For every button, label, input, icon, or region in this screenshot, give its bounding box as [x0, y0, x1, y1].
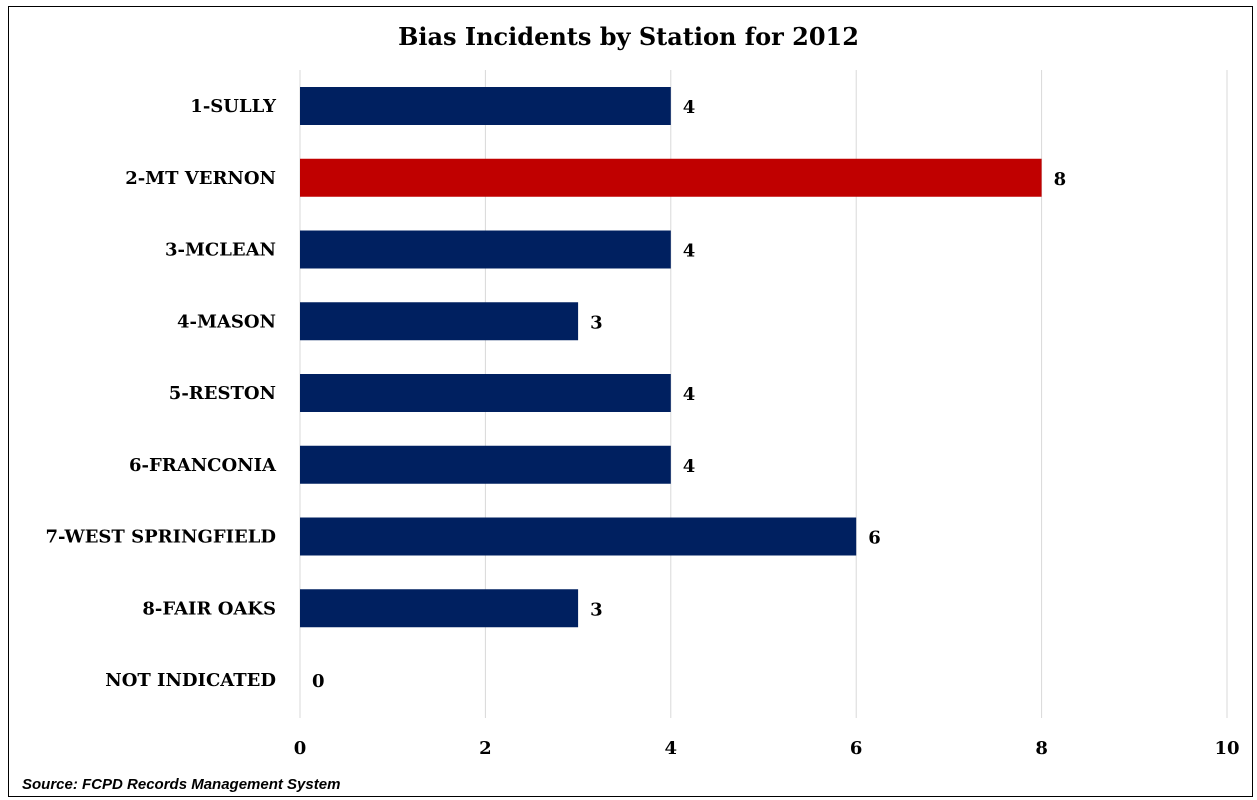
bar-5-reston [300, 374, 671, 412]
x-tick-label: 2 [479, 738, 492, 759]
category-label: 8-FAIR OAKS [142, 598, 276, 619]
data-label: 3 [590, 599, 603, 620]
data-label: 8 [1054, 169, 1067, 190]
x-tick-label: 10 [1214, 738, 1239, 759]
data-label: 3 [590, 312, 603, 333]
category-label: 3-MCLEAN [165, 240, 276, 261]
bar-7-west-springfield [300, 517, 857, 556]
category-labels: 1-SULLY 2-MT VERNON 3-MCLEAN 4-MASON 5-RESTO… [45, 96, 277, 691]
bars [300, 87, 1042, 628]
bar-3-mclean [300, 230, 671, 269]
x-tick-label: 6 [850, 738, 863, 759]
category-label: 5-RESTON [169, 383, 276, 404]
bar-6-franconia [300, 445, 671, 484]
chart-title: Bias Incidents by Station for 2012 [398, 22, 859, 51]
bar-1-sully [300, 87, 671, 125]
data-label: 0 [312, 671, 325, 692]
data-label: 6 [868, 528, 881, 549]
x-tick-label: 0 [294, 738, 307, 759]
category-label: 2-MT VERNON [125, 168, 276, 189]
category-label: 1-SULLY [190, 96, 277, 117]
x-tick-label: 4 [665, 738, 678, 759]
category-label: NOT INDICATED [105, 670, 276, 691]
bar-8-fair-oaks [300, 589, 579, 628]
category-label: 6-FRANCONIA [129, 455, 277, 476]
bar-4-mason [300, 302, 579, 341]
data-label: 4 [683, 241, 696, 262]
source-note: Source: FCPD Records Management System [22, 776, 341, 793]
category-label: 7-WEST SPRINGFIELD [45, 527, 276, 548]
x-axis-ticks: 0 2 4 6 8 10 [294, 738, 1240, 759]
data-label: 4 [683, 456, 696, 477]
value-labels: 4 8 4 3 4 4 6 3 0 [312, 97, 1066, 692]
category-label: 4-MASON [177, 311, 276, 332]
data-label: 4 [683, 384, 696, 405]
x-tick-label: 8 [1035, 738, 1048, 759]
data-label: 4 [683, 97, 696, 118]
bar-2-mt-vernon [300, 158, 1042, 197]
